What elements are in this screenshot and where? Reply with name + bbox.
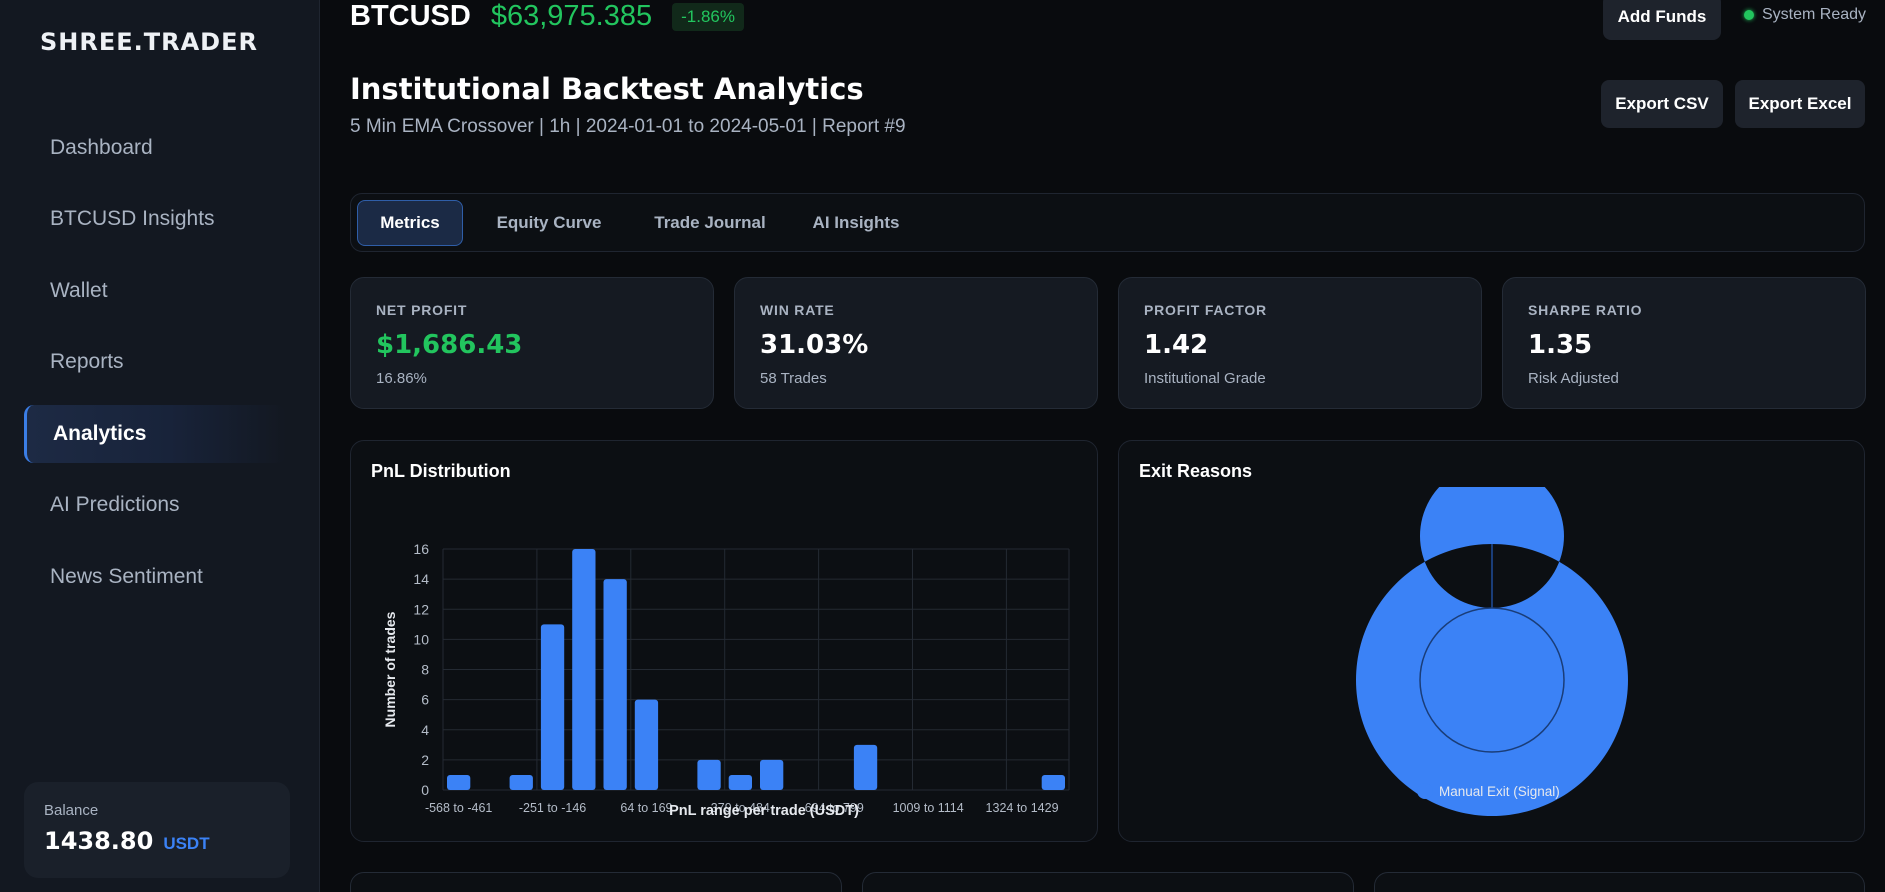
tab-metrics[interactable]: Metrics [357,200,463,246]
status-text: System Ready [1762,6,1867,23]
bar[interactable] [760,759,784,790]
balance-value: 1438.80 [44,827,154,855]
metric-card-profit-factor: PROFIT FACTOR 1.42 Institutional Grade [1118,277,1482,409]
y-tick-label: 10 [413,631,429,647]
bar[interactable] [1041,774,1065,790]
sidebar: SHREE.TRADER Dashboard BTCUSD Insights W… [0,0,320,892]
metric-value: 1.35 [1528,330,1593,360]
status-dot-icon [1744,10,1754,20]
y-tick-label: 8 [421,662,429,678]
metric-label: SHARPE RATIO [1528,302,1643,318]
y-tick-label: 2 [421,752,429,768]
tab-equity-curve[interactable]: Equity Curve [496,213,602,232]
tab-ai-insights[interactable]: AI Insights [812,213,900,232]
x-tick-label: -251 to -146 [519,801,586,815]
x-tick-label: 1009 to 1114 [893,801,964,815]
bottom-card-2 [862,872,1354,892]
balance-unit: USDT [163,834,210,853]
metric-value: 1.42 [1144,330,1209,360]
metric-card-net-profit: NET PROFIT $1,686.43 16.86% [350,277,714,409]
x-tick-label: 64 to 169 [620,801,672,815]
legend-label: Manual Exit (Signal) [1439,784,1560,799]
chart-title: PnL Distribution [371,461,511,481]
bottom-card-1 [350,872,842,892]
balance-label: Balance [44,802,99,819]
page-title: Institutional Backtest Analytics [350,72,864,106]
y-tick-label: 4 [421,722,429,738]
tab-bar: Metrics Equity Curve Trade Journal AI In… [350,193,1865,252]
x-tick-label: 694 to 799 [805,801,864,815]
metric-label: WIN RATE [760,302,835,318]
y-axis-title: Number of trades [382,611,398,727]
sidebar-item-dashboard[interactable]: Dashboard [50,136,153,159]
metric-sub: Institutional Grade [1144,370,1266,387]
metric-value: 31.03% [760,330,869,360]
sidebar-item-btcusd-insights[interactable]: BTCUSD Insights [50,207,215,230]
bar[interactable] [509,774,533,790]
pnl-distribution-panel: PnL Distribution 0 2 4 6 8 10 12 14 16 -568 to -4… [350,440,1098,842]
sidebar-item-reports[interactable]: Reports [50,350,124,373]
metric-value: $1,686.43 [376,330,523,360]
bar[interactable] [853,744,878,790]
brand-logo[interactable]: SHREE.TRADER [40,28,258,56]
metric-sub: 58 Trades [760,370,827,387]
balance-row: 1438.80 USDT [44,827,270,855]
system-status: System Ready [1744,6,1866,24]
bar[interactable] [728,774,752,790]
y-tick-label: 12 [413,601,429,617]
chart-title: Exit Reasons [1139,461,1253,481]
pnl-distribution-chart: 0 2 4 6 8 10 12 14 16 -568 to -461 -251 to -146 64 … [382,541,1070,819]
bar[interactable] [447,774,471,790]
sidebar-item-ai-predictions[interactable]: AI Predictions [50,493,180,516]
y-tick-label: 6 [421,692,429,708]
main-content: BTCUSD $63,975.385 -1.86% Add Funds Syst… [320,0,1885,892]
y-tick-label: 16 [413,541,429,557]
ticker-symbol: BTCUSD [350,0,471,32]
legend-swatch [1417,783,1433,799]
bar[interactable] [697,759,721,790]
exit-reasons-panel: Exit Reasons Manual Exit (Signal) [1118,440,1865,842]
y-tick-label: 0 [421,782,429,798]
export-csv-button[interactable]: Export CSV [1601,80,1723,128]
metric-sub: Risk Adjusted [1528,370,1619,387]
exit-reasons-chart: Manual Exit (Signal) [1355,487,1628,816]
ticker-bar: BTCUSD $63,975.385 -1.86% [350,0,744,33]
sidebar-item-analytics[interactable]: Analytics [24,405,286,463]
y-tick-label: 14 [413,571,429,587]
add-funds-button[interactable]: Add Funds [1603,0,1721,40]
balance-card: Balance 1438.80 USDT [24,782,290,878]
metric-sub: 16.86% [376,370,427,387]
x-tick-label: -568 to -461 [425,801,492,815]
x-tick-label: 379 to 484 [711,801,770,815]
page-subtitle: 5 Min EMA Crossover | 1h | 2024-01-01 to… [350,116,906,137]
bar[interactable] [540,624,565,790]
donut-inner-edge [1419,607,1565,753]
donut-slice[interactable] [1355,487,1628,816]
x-tick-label: 1324 to 1429 [986,801,1059,815]
sidebar-item-news-sentiment[interactable]: News Sentiment [50,565,203,588]
bar[interactable] [603,579,627,790]
bottom-card-3 [1374,872,1865,892]
sidebar-item-wallet[interactable]: Wallet [50,279,108,302]
metric-label: NET PROFIT [376,302,468,318]
export-excel-button[interactable]: Export Excel [1735,80,1865,128]
metric-card-sharpe-ratio: SHARPE RATIO 1.35 Risk Adjusted [1502,277,1866,409]
ticker-price: $63,975.385 [490,0,653,32]
bar[interactable] [572,549,596,790]
bar[interactable] [634,699,659,790]
ticker-change-badge: -1.86% [672,2,744,31]
x-axis-title: PnL range per trade (USDT) [669,803,859,819]
metric-card-win-rate: WIN RATE 31.03% 58 Trades [734,277,1098,409]
tab-trade-journal[interactable]: Trade Journal [654,213,766,232]
metric-label: PROFIT FACTOR [1144,302,1267,318]
